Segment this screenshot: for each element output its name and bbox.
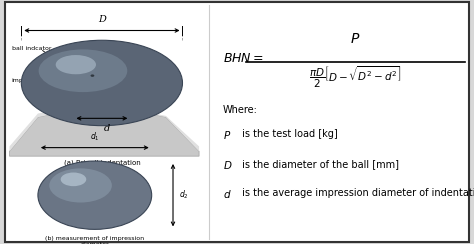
Text: $d_1$: $d_1$ — [90, 131, 100, 143]
Text: $P$: $P$ — [223, 129, 231, 141]
Text: ball indcator: ball indcator — [12, 46, 51, 51]
Text: is the diameter of the ball [mm]: is the diameter of the ball [mm] — [239, 159, 400, 169]
Text: $d_2$: $d_2$ — [179, 189, 189, 202]
Text: is the average impression diameter of indentation [mm]: is the average impression diameter of in… — [239, 188, 474, 198]
Text: $\dfrac{\pi D}{2}\left[D - \sqrt{D^2 - d^2}\right]$: $\dfrac{\pi D}{2}\left[D - \sqrt{D^2 - d… — [309, 65, 402, 90]
Text: (b) measurement of impression: (b) measurement of impression — [45, 236, 145, 241]
Text: d: d — [103, 124, 110, 133]
Text: impression: impression — [12, 78, 46, 83]
Ellipse shape — [38, 161, 152, 229]
Text: $P$: $P$ — [350, 32, 361, 46]
Polygon shape — [9, 110, 199, 151]
Text: $D$: $D$ — [223, 159, 232, 171]
Text: (a) Brinell indentation: (a) Brinell indentation — [64, 160, 140, 166]
Text: diameter: diameter — [81, 242, 109, 244]
Ellipse shape — [49, 168, 112, 203]
Text: $BHN =$: $BHN =$ — [223, 52, 264, 65]
Text: $d$: $d$ — [223, 188, 231, 200]
Ellipse shape — [21, 40, 182, 126]
Polygon shape — [9, 112, 199, 156]
Ellipse shape — [61, 173, 86, 186]
Ellipse shape — [38, 49, 127, 92]
Text: D: D — [98, 15, 106, 24]
Ellipse shape — [56, 55, 96, 74]
Text: is the test load [kg]: is the test load [kg] — [239, 129, 338, 139]
Ellipse shape — [91, 74, 94, 77]
Text: Where:: Where: — [223, 105, 258, 115]
